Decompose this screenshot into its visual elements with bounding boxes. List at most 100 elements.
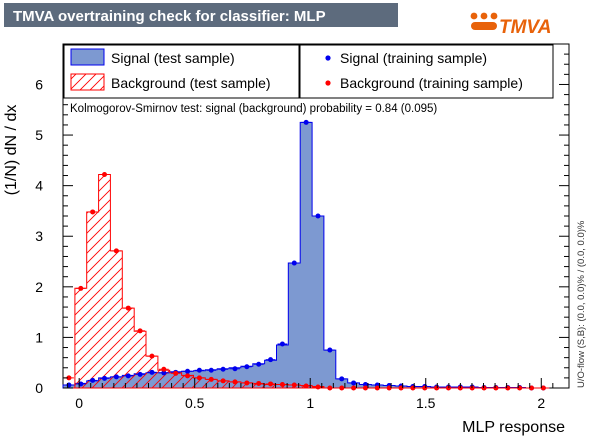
chart-title: TMVA overtraining check for classifier: … <box>13 8 326 25</box>
signal-training-point-marker <box>125 373 131 379</box>
legend-swatch-signal-test <box>70 48 105 66</box>
signal-training-point <box>206 367 217 373</box>
background-training-point <box>218 378 229 384</box>
signal-training-point <box>301 119 312 125</box>
ks-test-annotation: Kolmogorov-Smirnov test: signal (backgro… <box>70 103 437 115</box>
y-tick-label: 5 <box>35 127 43 143</box>
signal-training-point-marker <box>291 260 297 266</box>
background-training-point-marker <box>125 305 131 311</box>
x-tick-label: 0 <box>75 395 83 411</box>
plot-area <box>62 119 550 391</box>
signal-training-point <box>158 370 169 376</box>
background-training-point-marker <box>540 385 546 391</box>
overflow-note: U/O-flow (S,B): (0.0, 0.0)% / (0.0, 0.0)… <box>576 220 587 388</box>
title-banner <box>4 3 398 27</box>
signal-training-point <box>123 373 134 379</box>
background-training-point-marker <box>505 385 511 391</box>
x-tick-label: 1 <box>306 395 314 411</box>
background-training-point-marker <box>90 209 96 215</box>
background-training-point <box>147 353 157 359</box>
signal-training-point-marker <box>185 368 191 374</box>
background-training-point-marker <box>173 370 179 376</box>
signal-training-point <box>324 347 335 353</box>
signal-training-point <box>194 367 205 373</box>
background-training-point-marker <box>256 380 262 386</box>
background-training-point <box>194 375 205 381</box>
legend-box-training <box>299 44 554 99</box>
legend-marker-background-training <box>325 80 331 86</box>
x-tick-label: 2 <box>537 395 545 411</box>
signal-training-point <box>218 366 229 372</box>
background-training-point-marker <box>362 385 368 391</box>
background-training-point-marker <box>339 385 345 391</box>
x-axis-title: MLP response <box>462 419 565 436</box>
background-training-point <box>538 385 549 391</box>
legend-label-background-training: Background (training sample) <box>340 75 523 91</box>
y-axis-title: (1/N) dN / dx <box>3 105 20 196</box>
signal-training-point-marker <box>327 347 333 353</box>
y-tick-label: 4 <box>35 178 43 194</box>
background-training-point-marker <box>374 385 380 391</box>
y-tick-label: 0 <box>35 380 43 396</box>
background-training-point <box>241 380 252 386</box>
signal-training-point <box>289 260 300 266</box>
signal-training-point-marker <box>315 213 321 219</box>
signal-training-point-marker <box>339 376 345 382</box>
background-training-point <box>526 385 537 391</box>
signal-training-point <box>253 361 264 367</box>
background-training-point <box>431 385 442 391</box>
signal-training-point <box>277 341 288 347</box>
background-training-point-marker <box>244 380 250 386</box>
background-training-point-marker <box>102 172 108 178</box>
background-training-point <box>230 379 240 385</box>
background-training-point <box>301 383 312 389</box>
background-training-point <box>135 328 146 334</box>
signal-training-point-marker <box>220 366 226 372</box>
background-training-point <box>289 382 300 388</box>
x-tick-label: 1.5 <box>416 395 436 411</box>
signal-training-point <box>135 371 146 377</box>
background-training-point <box>277 381 288 387</box>
signal-training-point-marker <box>208 367 214 373</box>
background-training-point <box>479 385 489 391</box>
background-training-point <box>253 380 264 386</box>
background-training-point <box>158 366 169 372</box>
legend-label-signal-training: Signal (training sample) <box>340 50 487 66</box>
background-training-point-marker <box>386 385 392 391</box>
y-tick-label: 2 <box>35 279 43 295</box>
signal-training-point-marker <box>279 341 285 347</box>
background-training-point-marker <box>528 385 534 391</box>
background-training-point <box>111 248 122 254</box>
background-training-point <box>514 385 525 391</box>
background-training-point <box>170 370 181 376</box>
background-training-point <box>372 385 383 391</box>
background-training-point-marker <box>303 383 309 389</box>
x-tick-label: 0.5 <box>185 395 205 411</box>
background-training-point-marker <box>161 366 167 372</box>
background-training-point-marker <box>279 381 285 387</box>
signal-training-point <box>230 366 240 372</box>
background-training-point-marker <box>481 385 487 391</box>
y-tick-label: 1 <box>35 329 43 345</box>
signal-training-point <box>241 364 252 370</box>
background-training-point <box>360 385 371 391</box>
signal-training-point-marker <box>149 369 155 375</box>
background-training-point-marker <box>422 385 428 391</box>
background-training-point-marker <box>149 353 155 359</box>
background-training-point <box>206 376 217 382</box>
signal-training-point-marker <box>362 381 368 387</box>
signal-training-point <box>348 380 359 386</box>
signal-training-point-marker <box>113 374 119 380</box>
signal-training-point <box>182 368 193 374</box>
legend-label-background-test: Background (test sample) <box>111 75 271 91</box>
y-tick-label: 6 <box>35 76 43 92</box>
background-training-point-marker <box>351 385 357 391</box>
legend: Signal (test sample) Background (test sa… <box>63 44 554 99</box>
background-training-point-marker <box>208 376 214 382</box>
background-training-point-marker <box>137 328 143 334</box>
background-training-point <box>490 385 501 391</box>
background-training-point-marker <box>268 381 274 387</box>
signal-training-point-marker <box>256 361 262 367</box>
signal-training-point-marker <box>137 371 143 377</box>
legend-label-signal-test: Signal (test sample) <box>111 50 235 66</box>
